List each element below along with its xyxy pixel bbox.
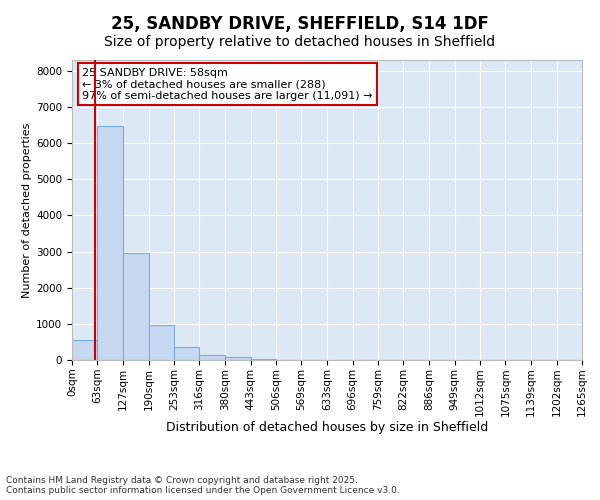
- Bar: [225, 357, 251, 360]
- Bar: [149, 325, 174, 360]
- Y-axis label: Number of detached properties: Number of detached properties: [22, 122, 32, 298]
- Bar: [72, 340, 97, 360]
- X-axis label: Distribution of detached houses by size in Sheffield: Distribution of detached houses by size …: [166, 420, 488, 434]
- Text: Contains HM Land Registry data © Crown copyright and database right 2025.
Contai: Contains HM Land Registry data © Crown c…: [6, 476, 400, 495]
- Bar: [123, 252, 149, 360]
- Bar: [97, 126, 123, 360]
- Bar: [199, 354, 225, 360]
- Bar: [251, 359, 276, 360]
- Text: 25, SANDBY DRIVE, SHEFFIELD, S14 1DF: 25, SANDBY DRIVE, SHEFFIELD, S14 1DF: [111, 15, 489, 33]
- Text: 25 SANDBY DRIVE: 58sqm
← 3% of detached houses are smaller (288)
97% of semi-det: 25 SANDBY DRIVE: 58sqm ← 3% of detached …: [82, 68, 373, 100]
- Text: Size of property relative to detached houses in Sheffield: Size of property relative to detached ho…: [104, 35, 496, 49]
- Bar: [174, 346, 199, 360]
